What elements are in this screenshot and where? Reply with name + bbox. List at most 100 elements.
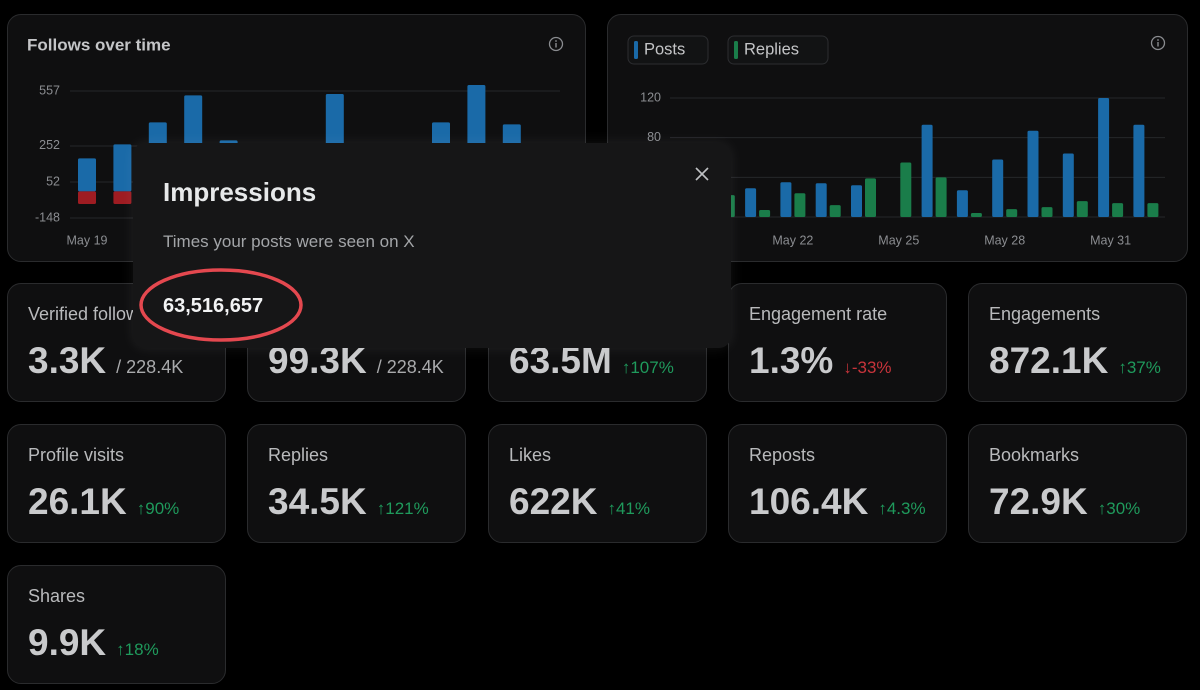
stat-label: Reposts: [749, 445, 816, 465]
bar: [1112, 203, 1124, 217]
y-tick-label: 120: [640, 90, 661, 104]
highlight-circle: [139, 268, 303, 342]
stat-change: ↑30%: [1097, 499, 1141, 518]
tooltip-popup: Impressions Times your posts were seen o…: [133, 143, 731, 348]
bar: [759, 210, 771, 217]
info-icon: [1157, 39, 1159, 41]
stat-value: 72.9K: [989, 481, 1088, 522]
stat-change: ↑121%: [376, 499, 429, 518]
close-button[interactable]: [695, 167, 709, 181]
legend-swatch: [634, 41, 638, 59]
bar: [851, 185, 862, 217]
stat-change: ↑18%: [116, 640, 159, 659]
stat-label: Engagement rate: [749, 304, 888, 324]
bar: [1076, 201, 1088, 217]
bar: [935, 177, 947, 217]
bar: [970, 213, 982, 217]
y-tick-label: 80: [647, 130, 661, 144]
x-tick-label: May 19: [67, 233, 108, 247]
info-icon: [1150, 35, 1166, 51]
stat-change: ↓-33%: [843, 358, 892, 377]
stat-label: Likes: [509, 445, 552, 465]
bar: [1133, 124, 1145, 217]
legend-item: [727, 35, 829, 65]
stat-card: Likes 622K ↑41%: [488, 424, 707, 543]
bar: [1098, 98, 1110, 217]
bar: [1027, 130, 1039, 217]
stat-label: Engagements: [989, 304, 1101, 324]
bar: [815, 183, 827, 217]
stat-label: Shares: [28, 586, 86, 606]
x-tick-label: May 22: [772, 233, 813, 247]
legend-label: Posts: [644, 40, 685, 58]
legend-swatch: [734, 41, 738, 59]
stat-row: 3.3K / 228.4K: [28, 340, 183, 382]
stat-card: Bookmarks 72.9K ↑30%: [968, 424, 1187, 543]
stat-row: 9.9K ↑18%: [28, 622, 159, 664]
stat-card: Reposts 106.4K ↑4.3%: [728, 424, 947, 543]
stat-value: 9.9K: [28, 622, 107, 663]
stat-total: / 228.4K: [376, 357, 444, 377]
bar: [780, 182, 792, 217]
y-tick-label: -148: [35, 210, 60, 224]
stat-value: 3.3K: [28, 340, 107, 381]
stat-label: Verified followers: [28, 304, 165, 324]
stat-change: ↑107%: [621, 358, 674, 377]
bar: [829, 205, 841, 217]
bar: [794, 193, 806, 217]
stat-change: ↑90%: [136, 499, 180, 518]
stat-row: 872.1K ↑37%: [989, 340, 1161, 382]
bar: [1062, 153, 1074, 217]
stat-card: Replies 34.5K ↑121%: [247, 424, 466, 543]
stat-label: Replies: [268, 445, 329, 465]
stat-row: 26.1K ↑90%: [28, 481, 179, 523]
stat-card: Shares 9.9K ↑18%: [7, 565, 226, 684]
stat-card: Profile visits 26.1K ↑90%: [7, 424, 226, 543]
stat-label: Bookmarks: [989, 445, 1080, 465]
stat-row: 1.3% ↓-33%: [749, 340, 892, 382]
bar: [1147, 203, 1159, 217]
stat-row: 106.4K ↑4.3%: [749, 481, 926, 523]
stat-row: 622K ↑41%: [509, 481, 650, 523]
stat-label: Profile visits: [28, 445, 125, 465]
stat-value: 1.3%: [749, 340, 834, 381]
stat-value: 34.5K: [268, 481, 367, 522]
bar: [1041, 207, 1053, 217]
popup-description: Times your posts were seen on X: [163, 232, 415, 251]
bar: [865, 178, 876, 217]
info-icon: [555, 40, 557, 42]
popup-decor: [139, 167, 709, 342]
bar: [900, 162, 912, 217]
y-tick-label: 557: [39, 83, 60, 97]
stat-change: ↑4.3%: [878, 499, 926, 518]
x-tick-label: May 25: [878, 233, 919, 247]
stat-value: 26.1K: [28, 481, 127, 522]
y-tick-label: 252: [39, 138, 60, 152]
popup-title: Impressions: [163, 177, 317, 207]
bar: [921, 124, 933, 217]
bar: [1006, 209, 1018, 217]
y-tick-label: 52: [46, 174, 60, 188]
bar: [992, 159, 1004, 217]
legend-item: [627, 35, 709, 65]
bar: [78, 158, 96, 192]
legend-label: Replies: [744, 40, 799, 58]
stat-change: ↑37%: [1118, 358, 1161, 377]
chart-title: Follows over time: [27, 35, 171, 54]
bar: [956, 190, 968, 217]
bar: [745, 188, 757, 217]
stat-change: ↑41%: [607, 499, 650, 518]
stat-value: 872.1K: [989, 340, 1109, 381]
stat-value: 106.4K: [749, 481, 869, 522]
info-icon: [548, 36, 564, 52]
bar: [78, 191, 96, 204]
stat-total: / 228.4K: [116, 357, 184, 377]
x-tick-label: May 28: [984, 233, 1025, 247]
popup-value: 63,516,657: [163, 295, 264, 317]
bar: [113, 144, 132, 192]
bar: [113, 191, 132, 204]
stat-card: Engagements 872.1K ↑37%: [968, 283, 1187, 402]
stat-row: 34.5K ↑121%: [268, 481, 429, 523]
stat-card: Engagement rate 1.3% ↓-33%: [728, 283, 947, 402]
